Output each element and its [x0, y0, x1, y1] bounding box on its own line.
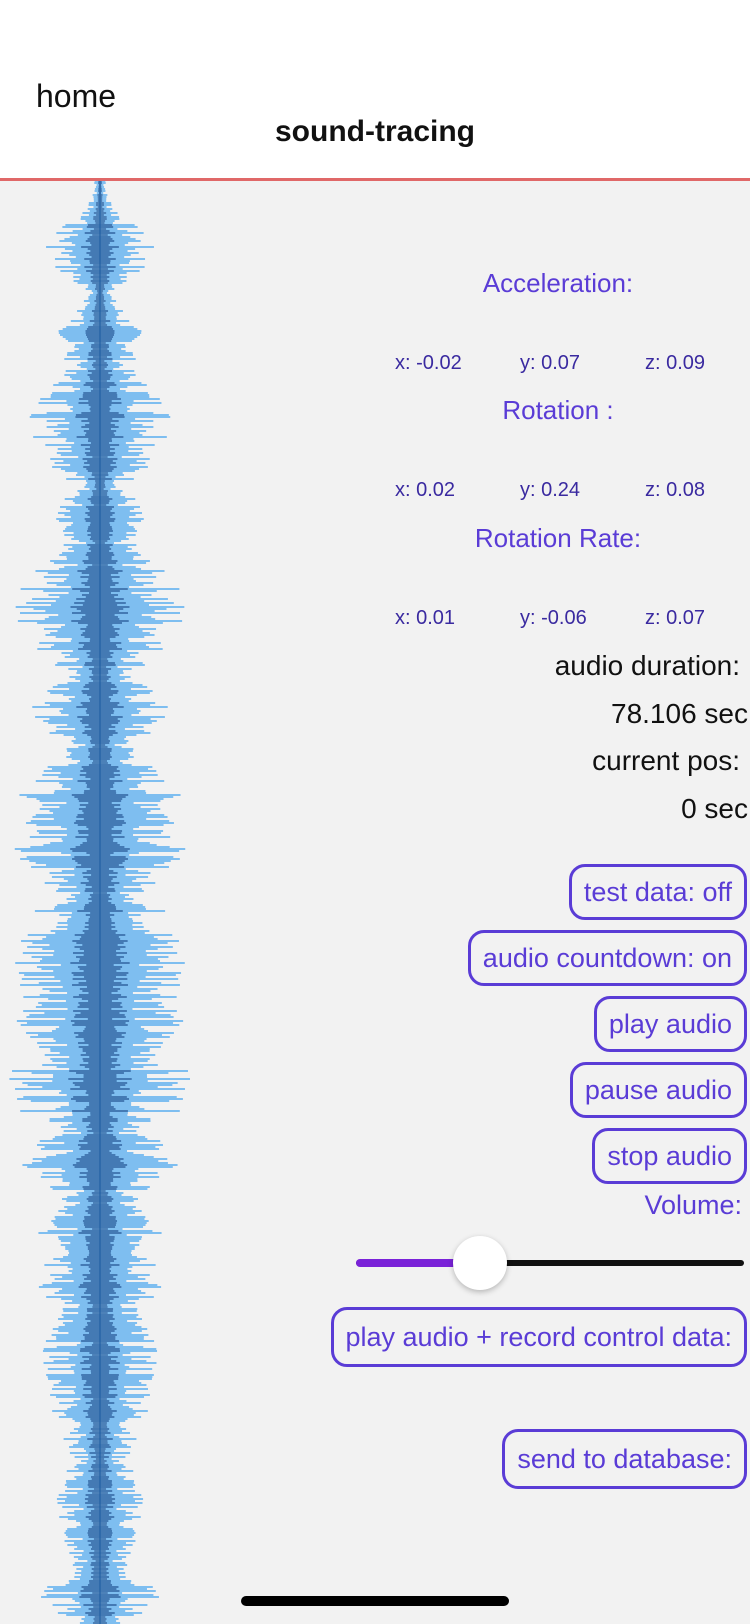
audio-countdown-toggle-button[interactable]: audio countdown: on [467, 930, 747, 986]
current-pos-label: current pos: [592, 745, 740, 776]
waveform-lines [9, 181, 190, 1624]
rotation-rate-y: y: -0.06 [520, 607, 587, 629]
stop-audio-button[interactable]: stop audio [592, 1128, 747, 1184]
rotation-z: z: 0.08 [645, 479, 706, 501]
rotation-title: Rotation : [502, 395, 614, 425]
rotation-rate-title: Rotation Rate: [474, 523, 642, 553]
acceleration-y: y: 0.07 [520, 352, 581, 374]
page-title: sound-tracing [275, 115, 475, 148]
rotation-x: x: 0.02 [395, 479, 456, 501]
play-record-button[interactable]: play audio + record control data: [330, 1307, 747, 1367]
volume-slider-fill [356, 1259, 481, 1267]
acceleration-title: Acceleration: [482, 268, 634, 298]
send-to-database-button[interactable]: send to database: [502, 1429, 747, 1489]
nav-header [0, 0, 750, 178]
audio-waveform[interactable] [0, 181, 190, 1624]
home-link[interactable]: home [36, 78, 117, 114]
play-audio-button[interactable]: play audio [593, 996, 747, 1052]
audio-duration-value: 78.106 sec [611, 698, 748, 729]
header-divider [0, 178, 750, 181]
acceleration-z: z: 0.09 [645, 352, 706, 374]
pause-audio-button[interactable]: pause audio [569, 1062, 747, 1118]
current-pos-value: 0 sec [681, 793, 748, 824]
volume-slider-track[interactable] [356, 1260, 744, 1266]
home-indicator [241, 1596, 509, 1606]
volume-slider-thumb[interactable] [453, 1236, 508, 1290]
audio-duration-label: audio duration: [554, 650, 740, 681]
test-data-toggle-button[interactable]: test data: off [568, 864, 747, 920]
rotation-rate-z: z: 0.07 [645, 607, 706, 629]
rotation-y: y: 0.24 [520, 479, 581, 501]
rotation-rate-x: x: 0.01 [395, 607, 456, 629]
volume-label: Volume: [644, 1190, 742, 1220]
acceleration-x: x: -0.02 [395, 352, 462, 374]
